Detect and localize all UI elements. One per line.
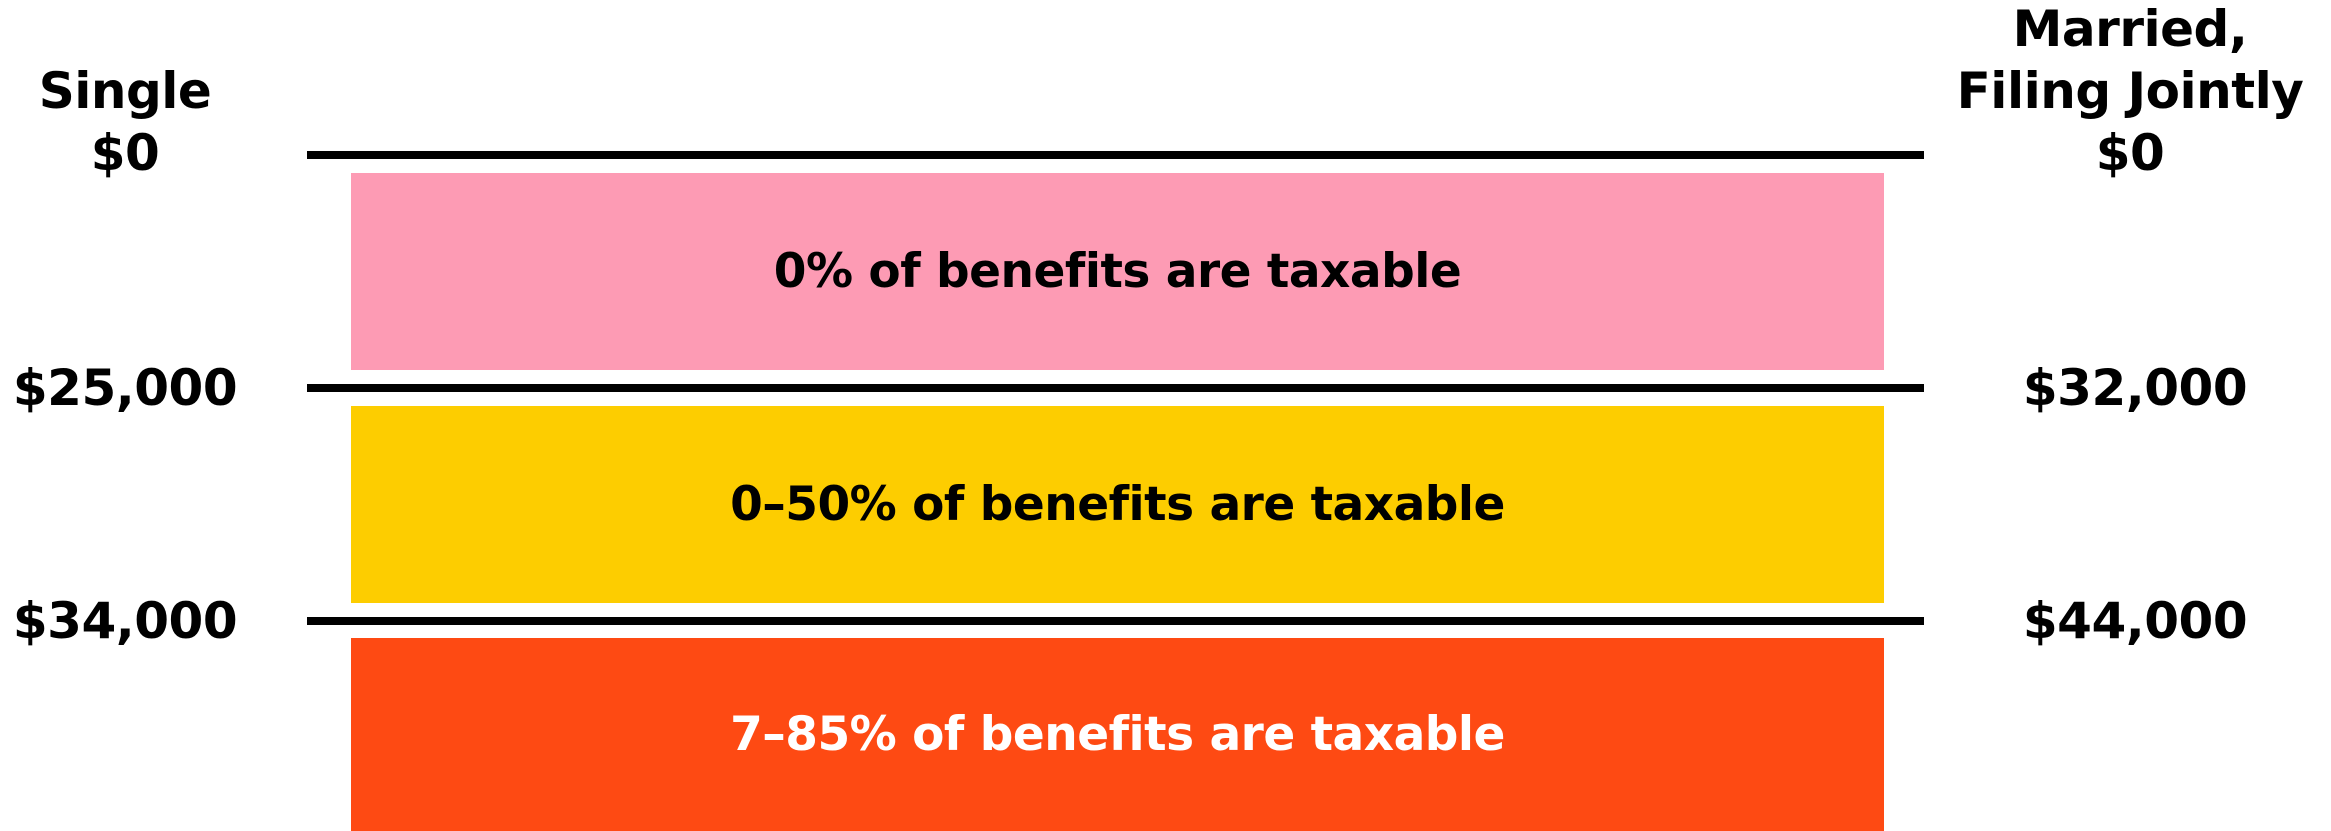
single-threshold-1: $25,000 bbox=[12, 359, 238, 417]
married-heading-line-2: Filing Jointly bbox=[1956, 62, 2304, 120]
threshold-rule-2 bbox=[307, 617, 1924, 625]
single-column-heading: Single $0 bbox=[20, 60, 230, 184]
taxable-band-0: 0% of benefits are taxable bbox=[351, 173, 1884, 370]
taxable-band-1: 0–50% of benefits are taxable bbox=[351, 406, 1884, 603]
married-heading-line-1: Married, bbox=[2012, 0, 2248, 58]
married-threshold-1: $32,000 bbox=[2022, 359, 2248, 417]
taxable-band-0-label: 0% of benefits are taxable bbox=[773, 244, 1462, 299]
taxable-band-1-label: 0–50% of benefits are taxable bbox=[730, 477, 1505, 532]
married-threshold-2: $44,000 bbox=[2022, 592, 2248, 650]
single-heading-label: Single bbox=[38, 62, 212, 120]
single-threshold-2: $34,000 bbox=[12, 592, 238, 650]
married-threshold-0: $0 bbox=[2095, 124, 2165, 182]
single-threshold-0: $0 bbox=[90, 124, 160, 182]
taxable-band-2-label: 7–85% of benefits are taxable bbox=[730, 707, 1505, 762]
threshold-rule-1 bbox=[307, 384, 1924, 392]
threshold-rule-0 bbox=[307, 151, 1924, 159]
taxable-band-2: 7–85% of benefits are taxable bbox=[351, 638, 1884, 831]
married-column-heading: Married, Filing Jointly $0 bbox=[1950, 0, 2310, 184]
